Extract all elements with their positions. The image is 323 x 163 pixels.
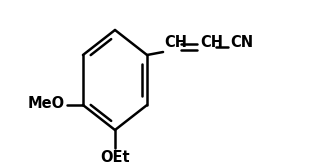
Text: CN: CN: [230, 35, 253, 50]
Text: CH: CH: [200, 35, 223, 50]
Text: CH: CH: [164, 35, 187, 50]
Text: MeO: MeO: [28, 96, 65, 111]
Text: OEt: OEt: [100, 150, 130, 163]
